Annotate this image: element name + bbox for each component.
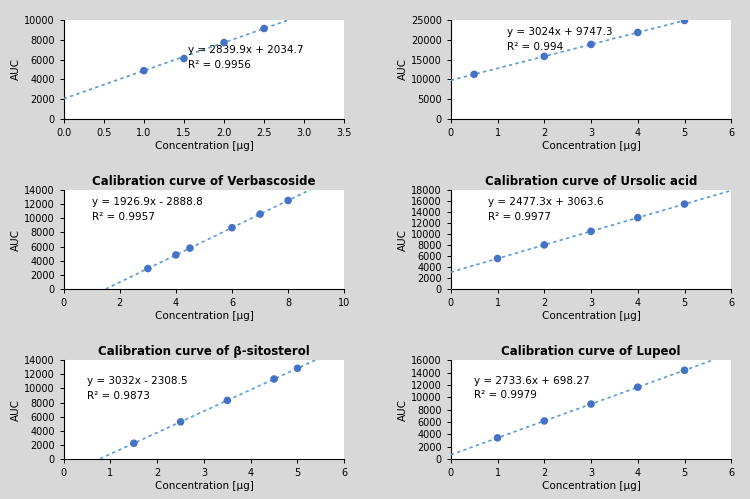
Title: Calibration curve of Lupeol: Calibration curve of Lupeol <box>501 345 681 358</box>
Point <box>538 417 550 425</box>
Text: y = 1926.9x - 2888.8
R² = 0.9957: y = 1926.9x - 2888.8 R² = 0.9957 <box>92 198 202 222</box>
Point <box>221 396 233 404</box>
Point <box>258 24 270 32</box>
Point <box>218 38 230 46</box>
Point <box>142 264 154 272</box>
Text: y = 3024x + 9747.3
R² = 0.994: y = 3024x + 9747.3 R² = 0.994 <box>507 27 613 52</box>
X-axis label: Concentration [µg]: Concentration [µg] <box>154 481 254 491</box>
Point <box>538 241 550 249</box>
Text: y = 2733.6x + 698.27
R² = 0.9979: y = 2733.6x + 698.27 R² = 0.9979 <box>474 376 590 400</box>
Point <box>679 366 691 374</box>
Y-axis label: AUC: AUC <box>11 229 21 250</box>
Point <box>585 228 597 236</box>
Point <box>282 197 294 205</box>
Title: Calibration curve of β-sitosterol: Calibration curve of β-sitosterol <box>98 345 310 358</box>
X-axis label: Concentration [µg]: Concentration [µg] <box>154 311 254 321</box>
Y-axis label: AUC: AUC <box>11 58 21 80</box>
Title: Calibration curve of Verbascoside: Calibration curve of Verbascoside <box>92 175 316 188</box>
Point <box>254 210 266 218</box>
Y-axis label: AUC: AUC <box>11 399 21 421</box>
Point <box>491 434 503 442</box>
Point <box>226 224 238 232</box>
X-axis label: Concentration [µg]: Concentration [µg] <box>542 311 640 321</box>
X-axis label: Concentration [µg]: Concentration [µg] <box>154 141 254 151</box>
Y-axis label: AUC: AUC <box>398 229 408 250</box>
Point <box>268 375 280 383</box>
Point <box>468 70 480 78</box>
Point <box>632 28 644 36</box>
Point <box>491 254 503 262</box>
Point <box>585 400 597 408</box>
Point <box>170 251 182 259</box>
Text: y = 3032x - 2308.5
R² = 0.9873: y = 3032x - 2308.5 R² = 0.9873 <box>87 376 188 401</box>
X-axis label: Concentration [µg]: Concentration [µg] <box>542 481 640 491</box>
Point <box>585 40 597 48</box>
Point <box>175 418 187 426</box>
Point <box>632 214 644 222</box>
X-axis label: Concentration [µg]: Concentration [µg] <box>542 141 640 151</box>
Y-axis label: AUC: AUC <box>398 399 408 421</box>
Point <box>184 244 196 252</box>
Text: y = 2477.3x + 3063.6
R² = 0.9977: y = 2477.3x + 3063.6 R² = 0.9977 <box>488 197 604 222</box>
Point <box>679 200 691 208</box>
Point <box>538 52 550 60</box>
Y-axis label: AUC: AUC <box>398 58 408 80</box>
Point <box>292 364 304 372</box>
Point <box>298 10 310 18</box>
Point <box>679 16 691 24</box>
Point <box>632 383 644 391</box>
Point <box>138 67 150 75</box>
Point <box>178 54 190 62</box>
Point <box>128 439 140 447</box>
Text: y = 2839.9x + 2034.7
R² = 0.9956: y = 2839.9x + 2034.7 R² = 0.9956 <box>188 45 304 70</box>
Title: Calibration curve of Ursolic acid: Calibration curve of Ursolic acid <box>484 175 698 188</box>
